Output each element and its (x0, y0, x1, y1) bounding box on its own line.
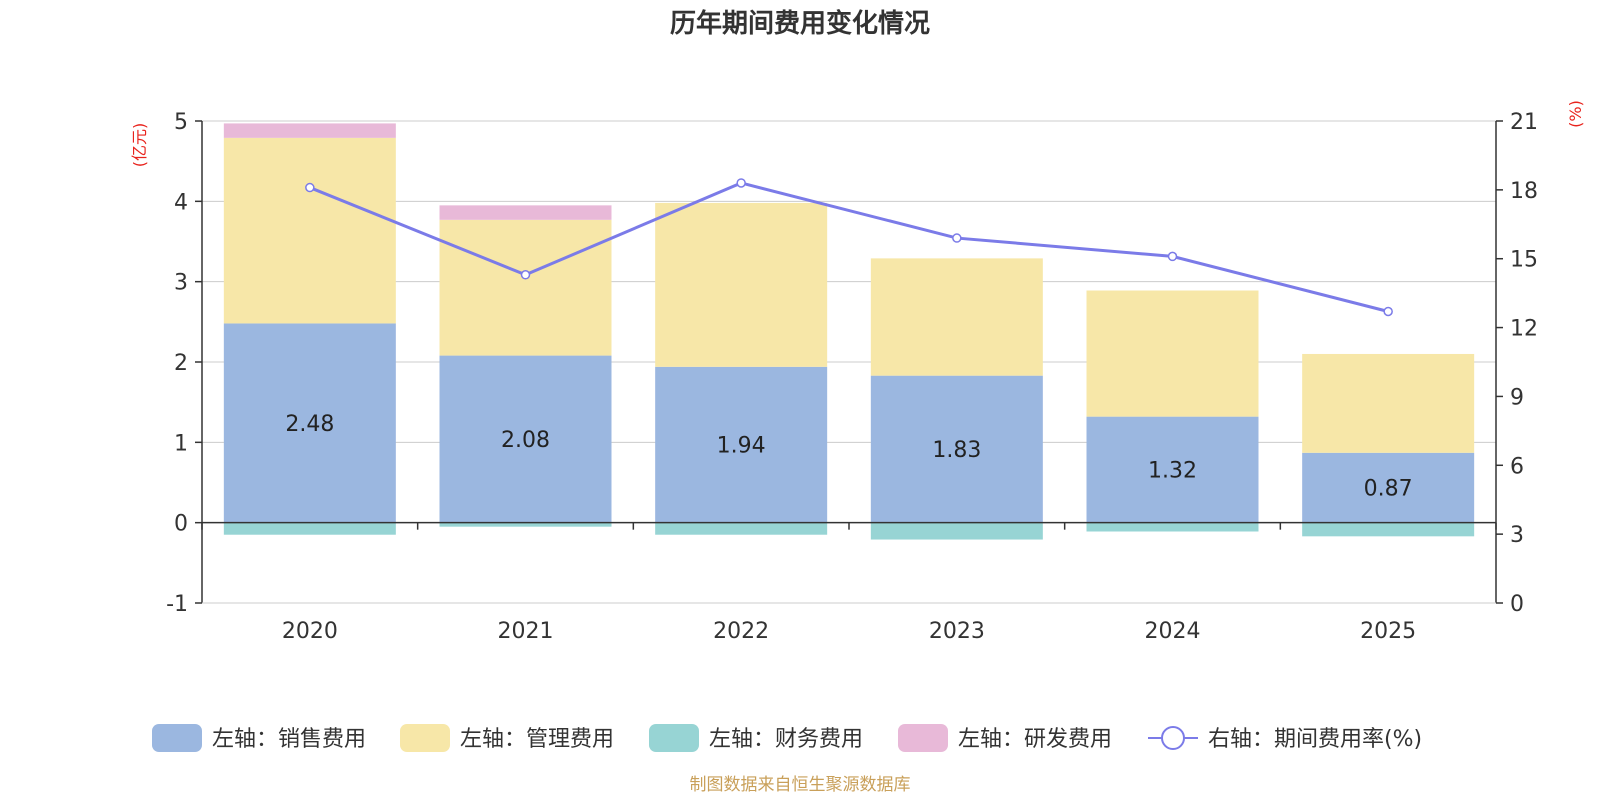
right-axis-unit: (%) (1566, 100, 1585, 128)
bar-data-label: 0.87 (1364, 477, 1413, 502)
legend: 左轴：销售费用 左轴：管理费用 左轴：财务费用 左轴：研发费用 右轴：期间费用率(%) (152, 724, 1422, 752)
bar-segment-0 (870, 375, 1043, 523)
source-note: 制图数据来自恒生聚源数据库 (690, 775, 911, 795)
bar-segment-1 (870, 258, 1043, 376)
legend-label-1: 左轴：管理费用 (460, 727, 614, 752)
bar-data-label: 1.83 (932, 438, 981, 463)
bar-segment-2 (223, 522, 396, 535)
left-tick-label: 1 (174, 431, 188, 456)
bar-segment-0 (655, 366, 828, 523)
line-point (1167, 251, 1178, 262)
legend-swatch-2 (649, 724, 699, 752)
legend-swatch-3 (898, 724, 948, 752)
bar-segment-0 (1086, 416, 1259, 523)
left-tick-label: 2 (174, 351, 188, 376)
legend-swatch-1 (400, 724, 450, 752)
bar-segment-1 (223, 137, 396, 324)
legend-label-0: 左轴：销售费用 (212, 727, 366, 752)
bar-data-label: 1.94 (717, 434, 766, 459)
right-tick-label: 3 (1510, 523, 1524, 548)
bar-segment-0 (439, 355, 612, 523)
bar-segment-1 (1086, 290, 1259, 417)
x-tick-label: 2021 (498, 619, 554, 644)
bar-segment-3 (439, 205, 612, 220)
left-tick-label: 3 (174, 271, 188, 296)
right-tick-label: 6 (1510, 454, 1524, 479)
bar-segment-3 (223, 123, 396, 138)
legend-label-2: 左轴：财务费用 (709, 727, 863, 752)
bar-segment-2 (1086, 522, 1259, 532)
expense-ratio-line (309, 181, 1389, 313)
x-tick-label: 2020 (282, 619, 338, 644)
gridlines (202, 120, 1496, 443)
bar-segment-1 (1302, 353, 1475, 453)
right-tick-label: 21 (1510, 110, 1538, 135)
bar-segment-1 (655, 202, 828, 367)
right-tick-label: 12 (1510, 317, 1538, 342)
x-tick-label: 2022 (713, 619, 769, 644)
bar-data-label: 2.48 (285, 412, 334, 437)
line-point (305, 182, 315, 193)
chart-title: 历年期间费用变化情况 (670, 8, 930, 39)
bar-data-label: 2.08 (501, 428, 550, 453)
line-point (952, 233, 962, 243)
right-tick-label: 18 (1510, 179, 1538, 204)
right-tick-label: 0 (1510, 592, 1524, 617)
line-layer (305, 178, 1393, 317)
bar-segment-2 (439, 522, 612, 527)
legend-marker-4 (1161, 726, 1185, 750)
right-tick-label: 15 (1510, 248, 1538, 273)
bar-segment-0 (1302, 452, 1475, 523)
bar-segment-2 (1302, 522, 1475, 537)
left-tick-label: 5 (174, 110, 188, 135)
bar-segment-2 (655, 522, 828, 535)
legend-label-3: 左轴：研发费用 (958, 727, 1112, 752)
bar-segment-0 (223, 323, 396, 523)
line-point (1383, 306, 1393, 317)
bar-segment-2 (870, 522, 1043, 540)
bar-layer: 2.48 2.08 1.94 1.83 1.32 0.87 (223, 123, 1475, 540)
x-tick-label: 2023 (929, 619, 985, 644)
line-point (520, 270, 531, 280)
left-axis-unit: (亿元) (130, 123, 149, 168)
x-tick-label: 2025 (1360, 619, 1416, 644)
legend-label-4: 右轴：期间费用率(%) (1208, 727, 1422, 752)
legend-swatch-0 (152, 724, 202, 752)
line-point (736, 178, 746, 188)
bar-data-label: 1.32 (1148, 459, 1197, 484)
left-tick-label: 4 (174, 190, 188, 215)
bar-segment-1 (439, 219, 612, 356)
left-tick-label: 0 (174, 512, 188, 537)
right-tick-label: 9 (1510, 385, 1524, 410)
left-tick-label: -1 (166, 592, 188, 617)
x-tick-label: 2024 (1145, 619, 1201, 644)
